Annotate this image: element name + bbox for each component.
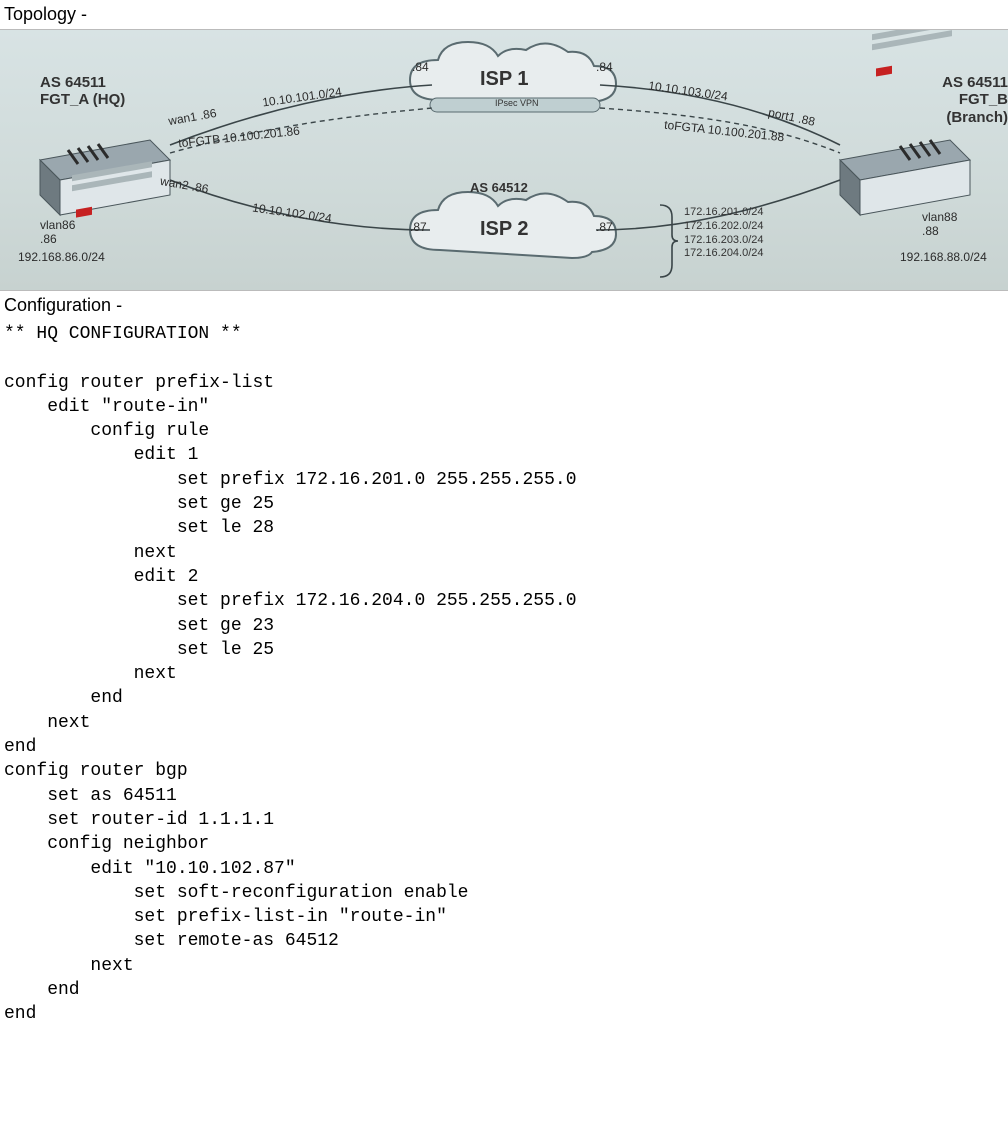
b-port1-peer: .84 [596, 60, 613, 74]
a-wan2-peer: .87 [410, 220, 427, 234]
fgt-b-label: AS 64511FGT_B (Branch) [900, 74, 1008, 126]
a-wan1-peer: .84 [412, 60, 429, 74]
configuration-text: ** HQ CONFIGURATION ** config router pre… [4, 322, 1008, 1027]
isp1-label: ISP 1 [480, 68, 529, 91]
isp1-vpn-label: IPsec VPN [495, 98, 539, 108]
b-isp2-peer: .87 [596, 220, 613, 234]
isp2-label: ISP 2 [480, 218, 529, 241]
fgt-a-lan: 192.168.86.0/24 [18, 250, 105, 264]
isp2-subnets: 172.16.201.0/24 172.16.202.0/24 172.16.2… [684, 206, 764, 261]
fgt-a-device [40, 140, 170, 218]
fgt-b-lan: 192.168.88.0/24 [900, 250, 987, 264]
isp2-as-label: AS 64512 [470, 180, 528, 195]
fgt-a-vlan: vlan86.86 [40, 218, 75, 246]
subnet-bracket [660, 205, 678, 277]
topology-diagram: AS 64511FGT_A (HQ) AS 64511FGT_B (Branch… [0, 29, 1008, 291]
configuration-title: Configuration - [4, 295, 1008, 316]
link-a-wan2 [170, 180, 430, 230]
topology-title: Topology - [4, 4, 1008, 25]
fgt-a-label: AS 64511FGT_A (HQ) [40, 74, 125, 109]
fgt-b-vlan: vlan88.88 [922, 210, 957, 238]
